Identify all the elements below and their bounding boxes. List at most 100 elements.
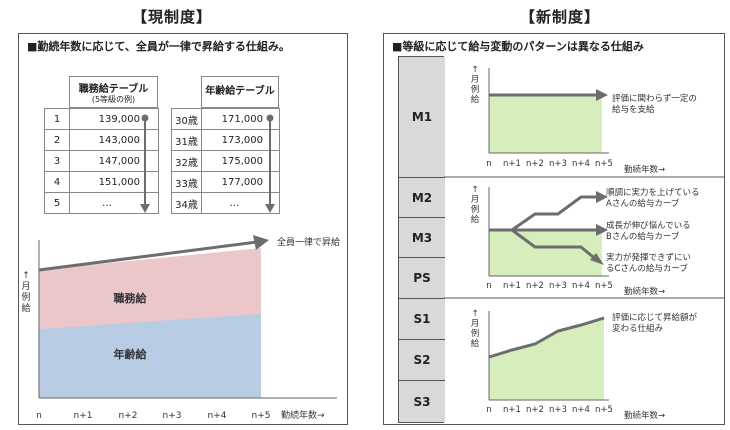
y-label-char: ↑ bbox=[471, 65, 478, 75]
y-axis-label: ↑ 月 例 給 bbox=[471, 65, 480, 105]
x-tick-label: n+4 bbox=[572, 405, 590, 415]
curve-a-note: 順調に実力を上げている bbox=[606, 187, 700, 198]
x-tick-label: n+1 bbox=[74, 411, 93, 421]
m1-arrowhead bbox=[596, 89, 608, 101]
table-arrows bbox=[140, 114, 275, 213]
curve-b-note: Bさんの給与カーブ bbox=[606, 231, 680, 242]
grade-label-s2: S2 bbox=[399, 340, 445, 381]
x-axis-ticks: n n+1 n+2 n+3 n+4 n+5 bbox=[486, 405, 613, 415]
x-tick-label: n+5 bbox=[595, 281, 613, 291]
x-axis-label: 勤続年数→ bbox=[624, 286, 665, 297]
job-table-subtitle: (5等級の例) bbox=[91, 95, 136, 104]
new-system-panel: ■等級に応じて給与変動のパターンは異なる仕組み M1 M2 M3 PS S1 S… bbox=[383, 33, 725, 425]
right-heading: ■等級に応じて給与変動のパターンは異なる仕組み bbox=[392, 40, 644, 53]
x-tick-label: n+1 bbox=[503, 281, 521, 291]
table-row: 33歳 177,000 bbox=[171, 171, 280, 193]
y-label-char: 給 bbox=[471, 94, 480, 105]
age-pay-band bbox=[39, 314, 261, 398]
grade-label-ps: PS bbox=[399, 258, 445, 299]
x-tick-label: n+2 bbox=[526, 159, 544, 169]
y-label-char: 月 bbox=[471, 75, 480, 85]
job-table-header: 職務給テーブル (5等級の例) bbox=[69, 76, 158, 108]
x-axis-label: 勤続年数→ bbox=[624, 410, 665, 421]
curve-b-note: 成長が伸び悩んでいる bbox=[606, 220, 691, 231]
current-system-panel: ■勤続年数に応じて、全員が一律で昇給する仕組み。 職務給テーブル (5等級の例)… bbox=[18, 33, 348, 425]
s-raise-curve bbox=[488, 316, 605, 359]
y-label-char: 例 bbox=[471, 328, 480, 339]
y-label-char: ↑ bbox=[471, 185, 478, 195]
x-tick-label: n bbox=[486, 405, 491, 415]
x-tick-label: n bbox=[36, 411, 42, 421]
x-tick-label: n+2 bbox=[119, 411, 138, 421]
x-tick-label: n bbox=[486, 281, 491, 291]
x-tick-label: n+4 bbox=[572, 159, 590, 169]
s-note-line: 変わる仕組み bbox=[612, 323, 664, 334]
raise-arrow bbox=[38, 235, 269, 272]
y-label-char: 給 bbox=[21, 302, 30, 314]
x-tick-label: n+1 bbox=[503, 159, 521, 169]
left-heading: ■勤続年数に応じて、全員が一律で昇給する仕組み。 bbox=[27, 40, 290, 53]
x-tick-label: n+3 bbox=[163, 411, 182, 421]
left-title: 【現制度】 bbox=[132, 8, 213, 26]
grade-label-s1: S1 bbox=[399, 299, 445, 340]
x-axis-label: 勤続年数→ bbox=[281, 409, 325, 421]
y-axis-label: ↑ 月 例 給 bbox=[21, 271, 30, 314]
curve-b-arrowhead bbox=[596, 224, 608, 236]
y-label-char: 例 bbox=[471, 204, 480, 215]
x-tick-label: n+5 bbox=[252, 411, 271, 421]
curve-c-note: 実力が発揮できずにい bbox=[606, 252, 691, 263]
s-note-line: 評価に応じて昇給額が bbox=[612, 312, 698, 323]
salary-value: … bbox=[69, 192, 159, 214]
m2-plot-area bbox=[489, 230, 602, 276]
curve-a bbox=[489, 195, 598, 232]
x-axis-ticks: n n+1 n+2 n+3 n+4 n+5 bbox=[486, 281, 613, 291]
job-pay-label: 職務給 bbox=[114, 291, 148, 305]
x-tick-label: n+5 bbox=[595, 159, 613, 169]
curve-c-arrowhead bbox=[590, 253, 604, 265]
table-row: 34歳… bbox=[171, 192, 280, 214]
table-row: 30歳 171,000 bbox=[171, 108, 280, 130]
y-label-char: ↑ bbox=[471, 309, 478, 319]
x-tick-label: n+2 bbox=[526, 405, 544, 415]
x-tick-label: n+4 bbox=[572, 281, 590, 291]
y-label-char: ↑ bbox=[22, 271, 30, 281]
right-title: 【新制度】 bbox=[520, 8, 601, 26]
grade-label-s3: S3 bbox=[399, 381, 445, 422]
table-row: 1 139,000 bbox=[44, 108, 159, 130]
x-tick-label: n+3 bbox=[549, 159, 567, 169]
x-axis-label: 勤続年数→ bbox=[624, 164, 665, 175]
x-tick-label: n+3 bbox=[549, 405, 567, 415]
x-axis-ticks: n n+1 n+2 n+3 n+4 n+5 bbox=[486, 159, 613, 169]
x-axis-ticks: n n+1 n+2 n+3 n+4 n+5 bbox=[36, 411, 270, 421]
raise-arrow-label: 全員一律で昇給 bbox=[277, 236, 340, 248]
job-table: 1 139,000 2 143,000 3 147,000 4 151,000 5… bbox=[44, 108, 159, 214]
y-label-char: 給 bbox=[471, 214, 480, 225]
age-table-header: 年齢給テーブル bbox=[201, 76, 279, 108]
s-grade-raise-chart: ↑ 月 例 給 評価に応じて昇給額が 変わる仕組み n n+1 n+2 n+3 … bbox=[471, 309, 698, 421]
x-tick-label: n+2 bbox=[526, 281, 544, 291]
grade-column: M1 M2 M3 PS S1 S2 S3 bbox=[398, 56, 445, 423]
curve-c bbox=[511, 228, 599, 263]
job-table-title: 職務給テーブル bbox=[78, 84, 149, 95]
age-table: 30歳 171,000 31歳 173,000 32歳 175,000 33歳 177,… bbox=[171, 108, 280, 214]
age-pay-label: 年齢給 bbox=[114, 347, 148, 361]
curve-c-note: るCさんの給与カーブ bbox=[606, 263, 688, 274]
table-row: 5… bbox=[44, 192, 159, 214]
y-label-char: 月 bbox=[471, 195, 480, 205]
m1-fixed-salary-chart: ↑ 月 例 給 評価に関わらず一定の 給与を支給 n n+1 n+2 n+3 n… bbox=[471, 65, 697, 175]
grade-label-m3: M3 bbox=[399, 218, 445, 258]
x-tick-label: n bbox=[486, 159, 491, 169]
grade-label-m2: M2 bbox=[399, 178, 445, 218]
y-label-char: 月 bbox=[471, 319, 480, 329]
curve-a-note: Aさんの給与カーブ bbox=[606, 198, 680, 209]
m1-note-line: 給与を支給 bbox=[612, 104, 655, 115]
m2-ps-divergent-chart: ↑ 月 例 給 順調に実力を上げている Aさんの給与カーブ 成長が伸び悩んでいる… bbox=[471, 185, 700, 297]
m1-plot-area bbox=[489, 95, 602, 153]
x-tick-label: n+1 bbox=[503, 405, 521, 415]
curve-a-arrowhead bbox=[596, 191, 608, 203]
s-plot-area bbox=[489, 316, 604, 400]
job-table-down-arrow bbox=[140, 114, 150, 213]
y-label-char: 例 bbox=[471, 84, 480, 95]
m1-note-line: 評価に関わらず一定の bbox=[612, 93, 697, 104]
uniform-raise-chart: 全員一律で昇給 ↑ 月 例 給 職務給 年齢給 n n+1 n+2 n+3 n+… bbox=[21, 235, 340, 421]
